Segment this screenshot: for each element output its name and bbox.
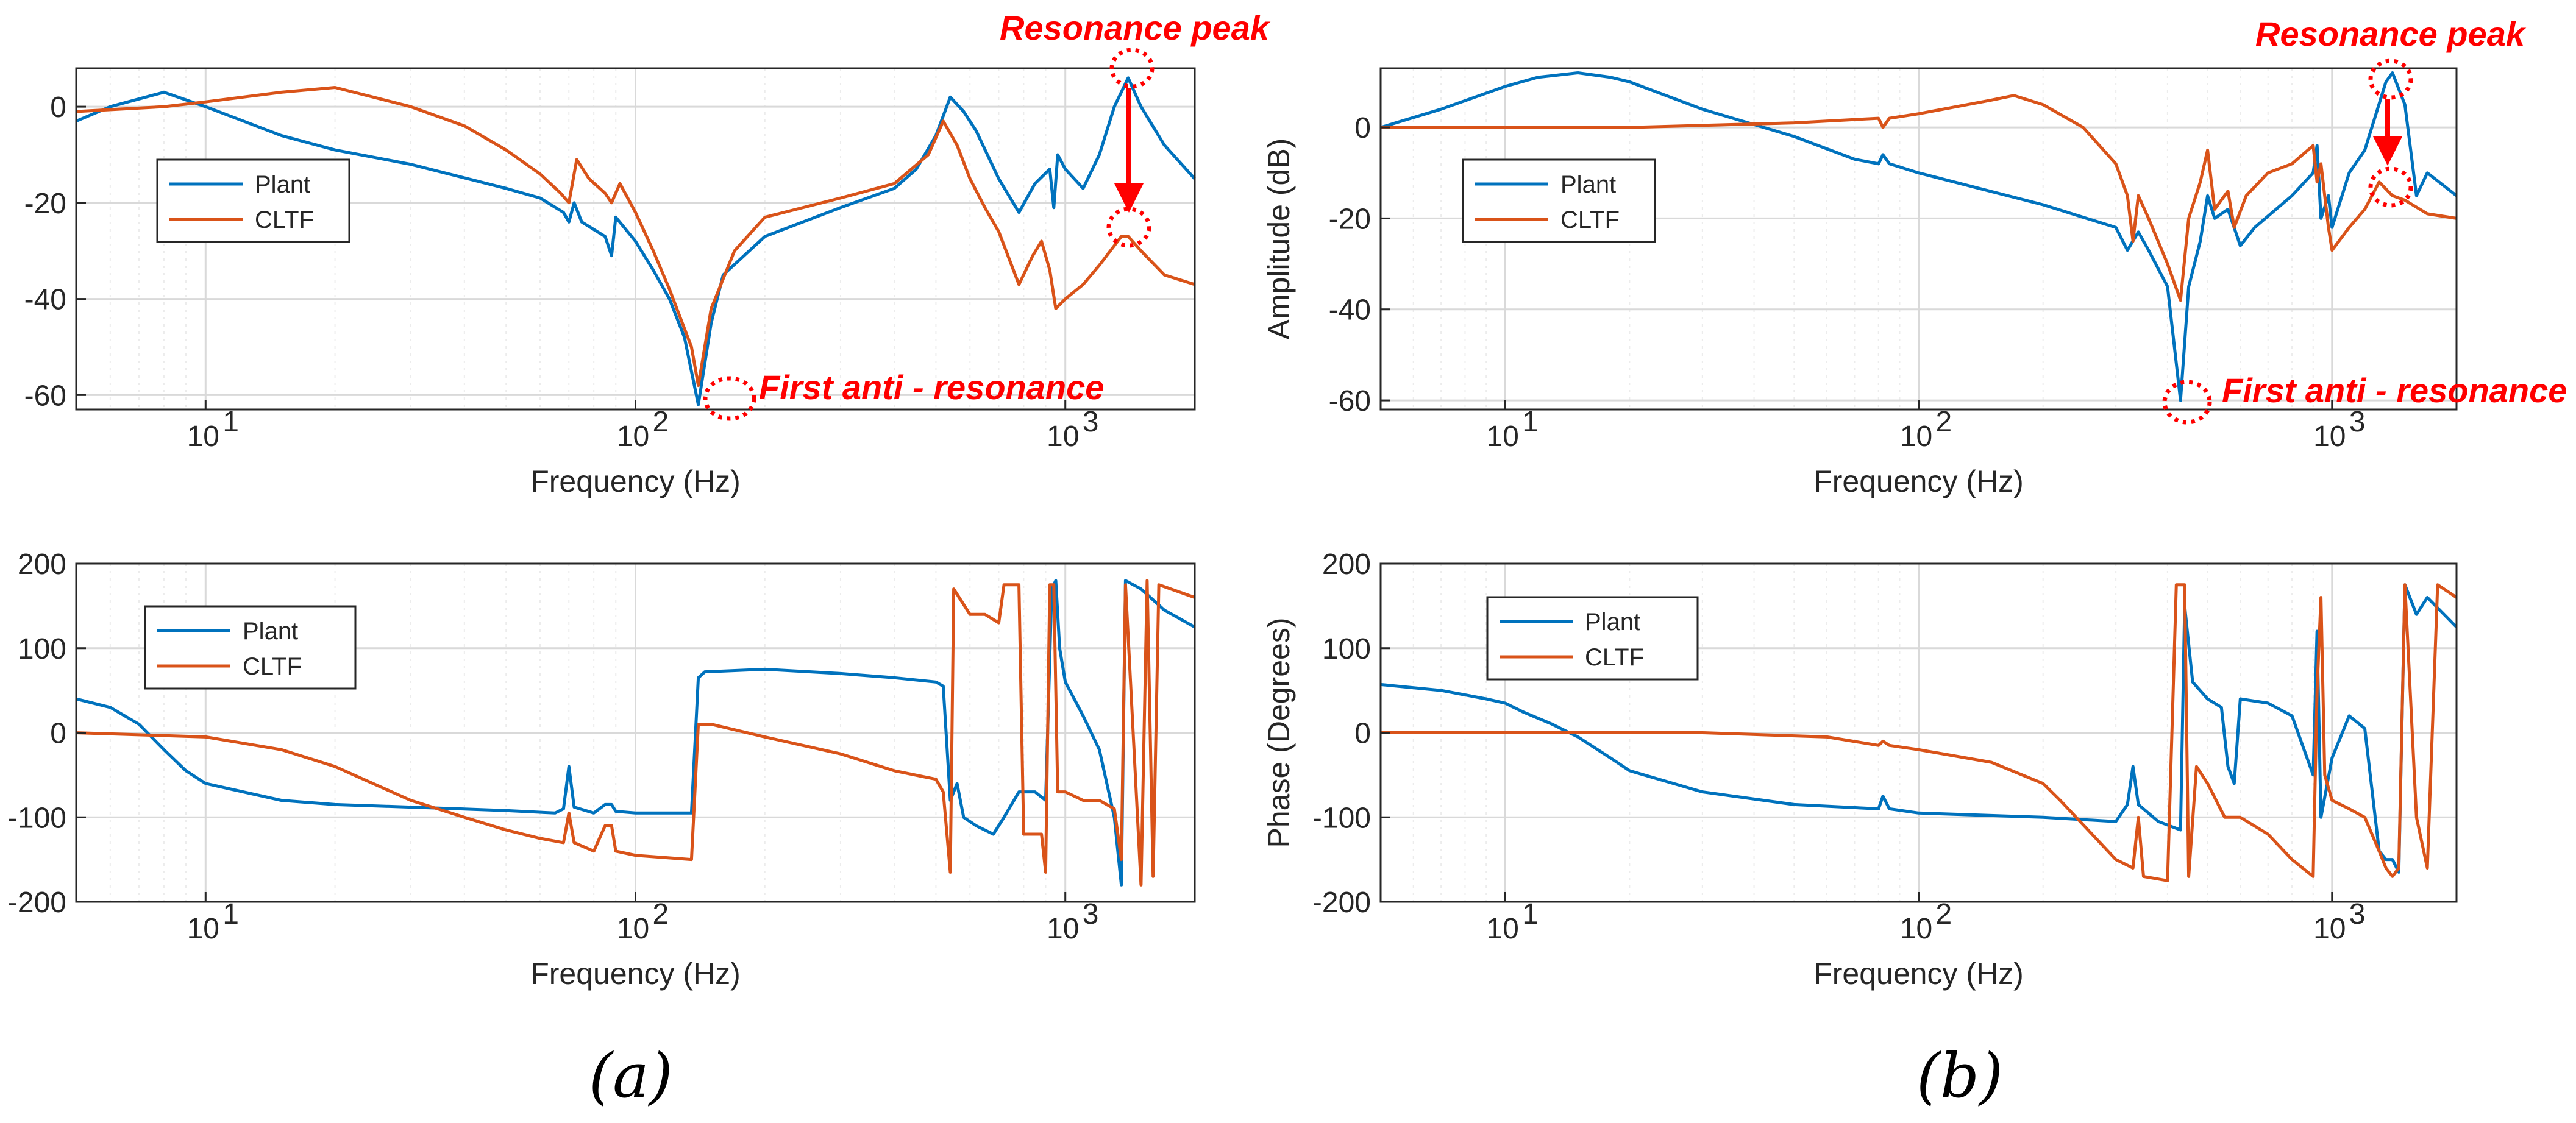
- x-tick-exponent: 2: [653, 898, 669, 930]
- y-tick-label: 0: [50, 718, 66, 750]
- y-tick-label: -100: [1312, 802, 1371, 834]
- y-tick-label: -60: [24, 380, 66, 412]
- attenuated-peak-marker-a: [1106, 207, 1151, 248]
- x-tick-exponent: 2: [653, 406, 669, 438]
- x-axis-label: Frequency (Hz): [530, 957, 741, 991]
- y-axis-label: Phase (Degrees): [1262, 618, 1296, 848]
- legend-label-cltf: CLTF: [255, 207, 314, 233]
- y-tick-label: -100: [8, 802, 66, 834]
- x-tick-exponent: 3: [2349, 898, 2366, 930]
- x-tick-exponent: 1: [1522, 406, 1539, 438]
- anti-resonance-label-b: First anti - resonance: [2222, 371, 2567, 409]
- caption-a: (a): [589, 1040, 673, 1111]
- anti-resonance-marker-b: [2162, 380, 2212, 425]
- x-tick-label: 10: [2313, 913, 2346, 945]
- resonance-peak-label-a: Resonance peak: [1000, 9, 1271, 47]
- x-tick-label: 10: [1900, 420, 1932, 453]
- legend-label-cltf: CLTF: [1585, 644, 1644, 671]
- x-tick-exponent: 3: [1083, 898, 1099, 930]
- series-cltf: [76, 579, 1195, 887]
- x-tick-exponent: 2: [1936, 406, 1952, 438]
- x-tick-label: 10: [1900, 913, 1932, 945]
- x-tick-label: 10: [187, 420, 219, 453]
- y-tick-label: 200: [1322, 548, 1371, 581]
- y-axis-label: Amplitude (dB): [1262, 138, 1296, 340]
- x-tick-label: 10: [1047, 420, 1079, 453]
- y-tick-label: 0: [50, 91, 66, 124]
- x-tick-exponent: 1: [1522, 898, 1539, 930]
- series-plant: [1380, 71, 2458, 402]
- anti-resonance-label-a: First anti - resonance: [759, 368, 1104, 406]
- y-tick-label: 100: [1322, 633, 1371, 665]
- legend-label-plant: Plant: [1585, 609, 1640, 636]
- x-tick-label: 10: [2313, 420, 2346, 453]
- series-cltf: [1381, 94, 2457, 302]
- legend-label-cltf: CLTF: [243, 653, 302, 680]
- x-tick-label: 10: [617, 420, 649, 453]
- anti-resonance-marker-a: [703, 376, 756, 421]
- x-axis-label: Frequency (Hz): [530, 464, 741, 498]
- legend-label-plant: Plant: [1560, 171, 1616, 198]
- legend: Plant CLTF: [156, 158, 350, 243]
- y-tick-label: -200: [8, 887, 66, 919]
- y-tick-label: -60: [1329, 385, 1371, 417]
- series-cltf: [76, 86, 1195, 388]
- legend: Plant CLTF: [144, 605, 357, 690]
- resonance-peak-marker-b: [2368, 58, 2413, 100]
- legend: Plant CLTF: [1486, 596, 1699, 681]
- legend-label-plant: Plant: [243, 618, 298, 645]
- x-tick-exponent: 3: [1083, 406, 1099, 438]
- series-plant: [76, 579, 1196, 887]
- y-tick-label: -20: [24, 188, 66, 220]
- series-cltf: [1381, 583, 2458, 882]
- x-tick-exponent: 2: [1936, 898, 1952, 930]
- y-tick-label: -20: [1329, 203, 1371, 235]
- x-tick-exponent: 1: [222, 898, 239, 930]
- attenuated-peak-marker-b: [2368, 166, 2413, 208]
- legend-label-plant: Plant: [255, 171, 310, 198]
- y-tick-label: 0: [1354, 718, 1371, 750]
- resonance-peak-marker-a: [1109, 48, 1155, 89]
- annotations-b: Resonance peak First anti - resonance: [2162, 15, 2567, 425]
- x-tick-label: 10: [1047, 913, 1079, 945]
- x-tick-exponent: 3: [2349, 406, 2366, 438]
- y-tick-label: 0: [1354, 112, 1371, 144]
- y-tick-label: 200: [18, 548, 66, 581]
- x-tick-exponent: 1: [222, 406, 239, 438]
- y-tick-label: -40: [1329, 294, 1371, 327]
- y-tick-label: 100: [18, 633, 66, 665]
- annotations-a: Resonance peak First anti - resonance: [703, 9, 1271, 421]
- x-tick-label: 10: [1486, 420, 1518, 453]
- caption-b: (b): [1916, 1040, 2003, 1111]
- x-axis-label: Frequency (Hz): [1813, 464, 2024, 498]
- x-tick-label: 10: [187, 913, 219, 945]
- legend: Plant CLTF: [1462, 158, 1656, 243]
- x-axis-label: Frequency (Hz): [1813, 957, 2024, 991]
- y-tick-label: -40: [24, 284, 66, 316]
- resonance-peak-label-b: Resonance peak: [2255, 15, 2527, 53]
- y-tick-label: -200: [1312, 887, 1371, 919]
- x-tick-label: 10: [1486, 913, 1518, 945]
- legend-label-cltf: CLTF: [1560, 207, 1620, 233]
- x-tick-label: 10: [617, 913, 649, 945]
